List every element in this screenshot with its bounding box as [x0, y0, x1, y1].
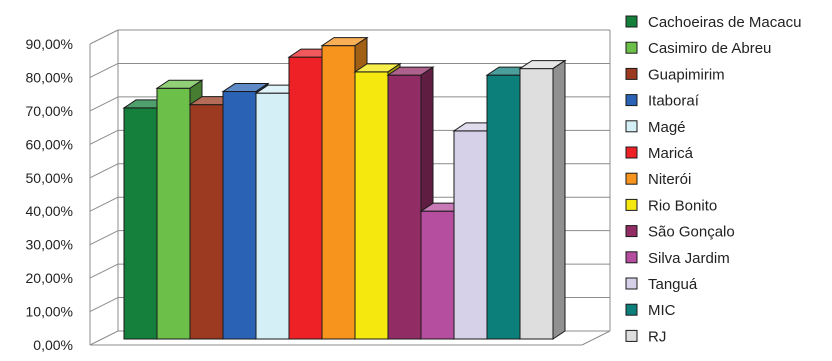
bar-front-face — [156, 87, 191, 340]
bar-front-face — [486, 74, 521, 340]
bar-front-face — [255, 92, 290, 340]
legend-swatch — [625, 277, 638, 290]
legend-label: Guapimirim — [648, 66, 725, 83]
bar-front-face — [387, 74, 422, 340]
legend-label: Silva Jardim — [648, 250, 730, 267]
y-tick-label: 60,00% — [26, 136, 73, 152]
legend-label: São Gonçalo — [648, 224, 735, 241]
legend-label: Rio Bonito — [648, 197, 717, 214]
y-tick-label: 0,00% — [33, 337, 73, 353]
legend-label: Cachoeiras de Macacu — [648, 14, 801, 31]
bar-front-face — [222, 91, 257, 340]
legend-swatch — [625, 41, 638, 54]
gridline-side — [89, 230, 119, 246]
y-tick-label: 40,00% — [26, 203, 73, 219]
bars-layer — [122, 36, 567, 340]
bar-front-face — [123, 107, 158, 340]
legend-label: Niterói — [648, 171, 691, 188]
gridline-side — [89, 129, 119, 145]
legend-label: Itaboraí — [648, 93, 700, 110]
bar-front-face — [453, 130, 488, 340]
legend-swatch — [625, 303, 638, 316]
legend-swatch — [625, 225, 638, 238]
legend-label: Casimiro de Abreu — [648, 40, 771, 57]
gridline-side — [89, 297, 119, 313]
bar-front-face — [321, 45, 356, 340]
gridline-side — [89, 263, 119, 279]
y-tick-label: 50,00% — [26, 170, 73, 186]
legend-label: Maricá — [648, 145, 694, 162]
legend-swatch — [625, 251, 638, 264]
floor-right-edge — [581, 330, 611, 346]
legend-swatch — [625, 120, 638, 133]
legend-swatch — [625, 329, 638, 342]
legend-swatch — [625, 198, 638, 211]
bar-front-face — [354, 71, 389, 340]
y-tick-label: 90,00% — [26, 36, 73, 52]
legend-label: Tanguá — [648, 276, 698, 293]
y-tick-label: 70,00% — [26, 103, 73, 119]
bar — [518, 59, 567, 340]
legend-swatch — [625, 172, 638, 185]
legend-swatch — [625, 67, 638, 80]
bar-front-face — [420, 210, 455, 340]
y-tick-label: 30,00% — [26, 237, 73, 253]
legend-label: RJ — [648, 328, 666, 345]
gridline-side — [89, 196, 119, 212]
gridline-side — [89, 29, 119, 45]
legend-swatch — [625, 146, 638, 159]
legend-label: Magé — [648, 119, 686, 136]
bar-front-face — [288, 56, 323, 340]
gridline-side — [89, 96, 119, 112]
y-tick-label: 20,00% — [26, 270, 73, 286]
y-tick-label: 10,00% — [26, 304, 73, 320]
bar-front-face — [519, 68, 554, 340]
gridline-side — [89, 330, 119, 346]
legend-swatch — [625, 15, 638, 28]
legend-label: MIC — [648, 302, 676, 319]
bar-side-face — [552, 59, 566, 340]
y-axis-ticks: 0,00% 10,00% 20,00% 30,00% 40,00% 50,00% 60,00… — [26, 36, 73, 353]
bar-front-face — [189, 104, 224, 340]
y-tick-label: 80,00% — [26, 69, 73, 85]
legend: Cachoeiras de Macacu Casimiro de Abreu Gua… — [625, 14, 801, 345]
gridline-side — [89, 62, 119, 78]
legend-swatch — [625, 94, 638, 107]
gridline-side — [89, 163, 119, 179]
